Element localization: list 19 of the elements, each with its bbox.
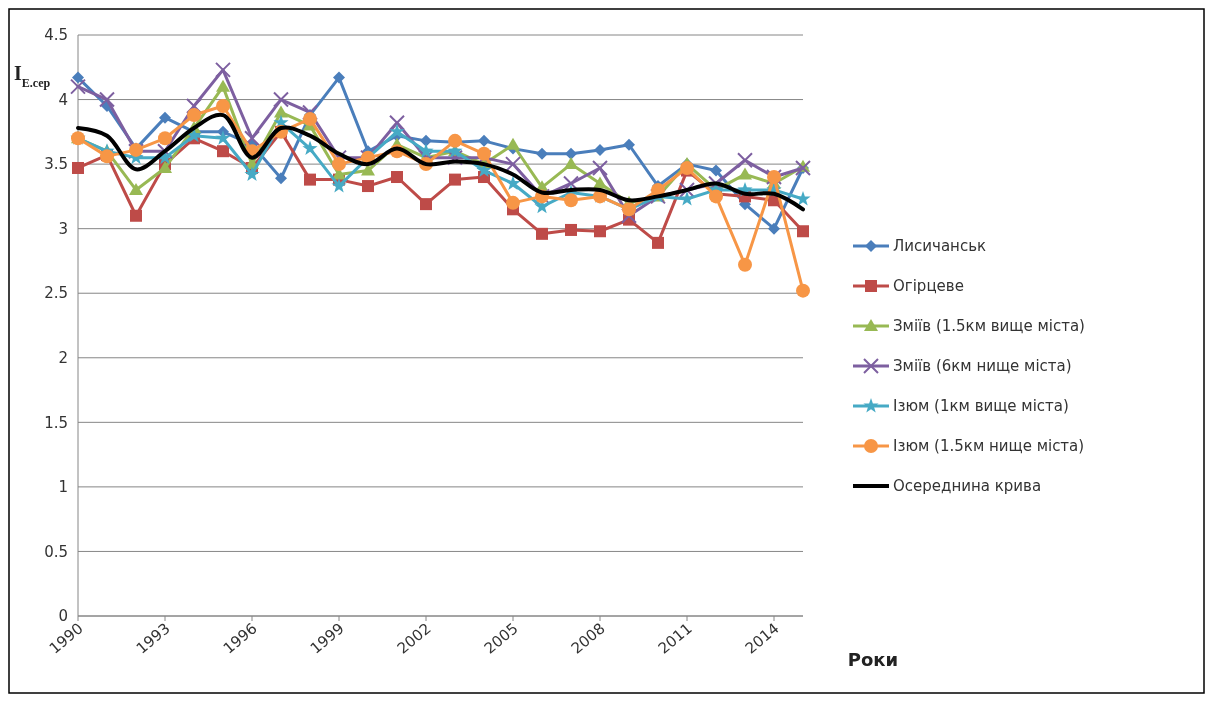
y-tick-label: 4.5 — [44, 26, 68, 45]
y-tick-label: 2.5 — [44, 284, 68, 303]
y-axis-title: I$_{Е.сер}$ — [14, 62, 51, 90]
x-axis-title: Роки — [847, 649, 899, 670]
legend-label: Огірцеве — [893, 277, 964, 296]
y-tick-label: 0.5 — [44, 542, 68, 561]
y-tick-label: 3.5 — [44, 155, 68, 174]
y-tick-label: 2 — [58, 349, 68, 368]
y-tick-label: 3 — [58, 219, 68, 238]
legend-label: Зміїв (1.5км вище міста) — [893, 317, 1085, 336]
y-tick-label: 1 — [58, 478, 68, 497]
y-tick-label: 4 — [58, 90, 68, 109]
y-tick-label: 1.5 — [44, 413, 68, 432]
legend-label: Зміїв (6км нище міста) — [893, 357, 1072, 376]
legend-label: Ізюм (1км вище міста) — [893, 397, 1069, 416]
legend-label: Лисичанськ — [893, 237, 987, 256]
y-tick-label: 0 — [58, 607, 68, 626]
legend-label: Ізюм (1.5км нище міста) — [893, 437, 1085, 456]
legend-label: Осереднина крива — [893, 477, 1042, 496]
